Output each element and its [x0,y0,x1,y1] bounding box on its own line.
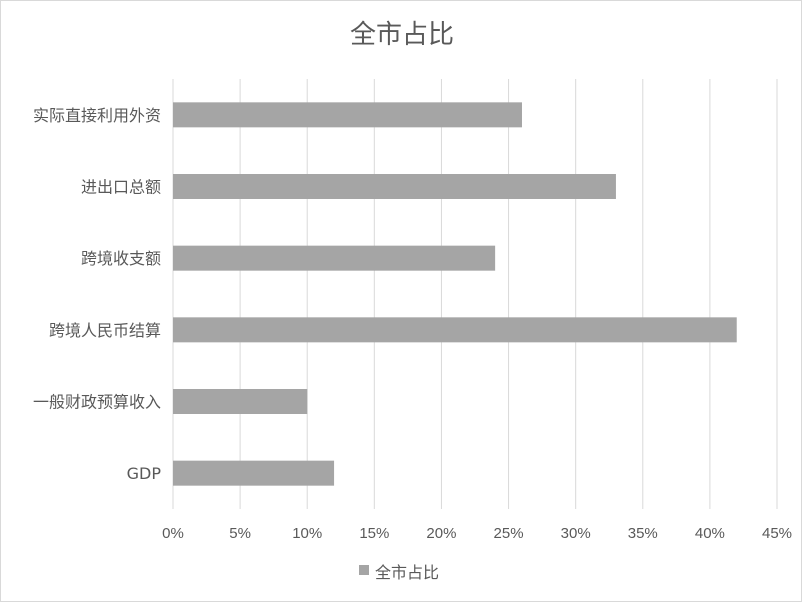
gridlines [172,79,778,509]
x-axis-tick-labels: 0% 5% 10% 15% 20% 25% 30% 35% 40% 45% [162,525,792,542]
x-tick-label: 15% [359,525,389,542]
legend: 全市占比 [359,563,439,582]
bar [173,317,737,343]
category-label: GDP [127,464,162,483]
category-label: 进出口总额 [81,178,161,197]
bar [173,174,616,199]
x-tick-label: 20% [426,525,456,542]
x-tick-label: 10% [292,525,322,542]
category-label: 一般财政预算收入 [33,393,161,412]
legend-label: 全市占比 [375,563,439,582]
bar [173,389,308,414]
category-label: 跨境人民币结算 [49,321,161,340]
bars [173,102,737,486]
x-tick-label: 30% [561,525,591,542]
chart-title: 全市占比 [350,20,454,50]
x-tick-label: 0% [162,525,184,542]
x-tick-label: 45% [762,525,792,542]
legend-swatch [359,565,369,575]
category-label: 实际直接利用外资 [33,106,161,125]
x-tick-label: 35% [628,525,658,542]
category-label: 跨境收支额 [81,249,161,268]
x-tick-label: 5% [229,525,251,542]
bar [173,245,496,271]
bar [173,460,335,486]
x-tick-label: 25% [494,525,524,542]
bar [173,102,522,128]
x-tick-label: 40% [695,525,725,542]
